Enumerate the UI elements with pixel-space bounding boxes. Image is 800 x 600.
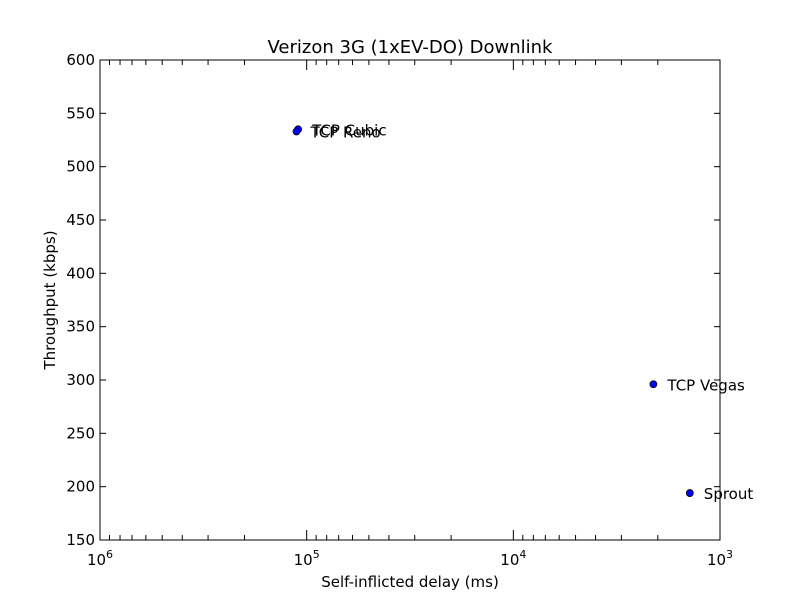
x-tick-base: 10 bbox=[294, 551, 313, 569]
x-tick-exponent: 5 bbox=[313, 548, 320, 561]
y-tick-label: 200 bbox=[66, 478, 95, 496]
x-tick-label: 106 bbox=[87, 548, 113, 569]
x-tick-labels: 106 105 104 103 bbox=[87, 548, 733, 569]
y-tick-label: 450 bbox=[66, 211, 95, 229]
x-tick-exponent: 6 bbox=[106, 548, 113, 561]
y-tick-label: 550 bbox=[66, 104, 95, 122]
y-tick-label: 350 bbox=[66, 318, 95, 336]
x-tick-label: 104 bbox=[500, 548, 526, 569]
chart-title: Verizon 3G (1xEV-DO) Downlink bbox=[268, 37, 554, 58]
y-tick-labels: 150 200 250 300 350 400 450 500 550 600 bbox=[66, 51, 95, 549]
data-point bbox=[292, 127, 301, 136]
y-tick-label: 600 bbox=[66, 51, 95, 69]
data-point-label: TCP Cubic bbox=[311, 121, 387, 139]
major-ticks bbox=[99, 59, 721, 541]
x-tick-base: 10 bbox=[87, 551, 106, 569]
data-point-label: TCP Vegas bbox=[666, 376, 745, 394]
y-axis-label: Throughput (kbps) bbox=[41, 230, 59, 370]
data-point-label: Sprout bbox=[704, 485, 754, 503]
x-tick-base: 10 bbox=[707, 551, 726, 569]
data-point-label: TCP Reno bbox=[309, 123, 380, 141]
y-tick-label: 250 bbox=[66, 424, 95, 442]
x-tick-exponent: 4 bbox=[519, 548, 526, 561]
minor-ticks bbox=[108, 60, 659, 540]
plot-area-frame bbox=[99, 59, 721, 541]
data-points bbox=[292, 125, 694, 497]
x-tick-exponent: 3 bbox=[726, 548, 733, 561]
x-tick-base: 10 bbox=[500, 551, 519, 569]
data-point bbox=[685, 489, 694, 497]
y-tick-label: 400 bbox=[66, 264, 95, 282]
x-axis-label: Self-inflicted delay (ms) bbox=[321, 573, 499, 591]
x-tick-label: 105 bbox=[294, 548, 320, 569]
y-tick-label: 150 bbox=[66, 531, 95, 549]
y-tick-label: 300 bbox=[66, 371, 95, 389]
data-point bbox=[649, 380, 658, 389]
x-tick-label: 103 bbox=[707, 548, 733, 569]
y-tick-label: 500 bbox=[66, 158, 95, 176]
